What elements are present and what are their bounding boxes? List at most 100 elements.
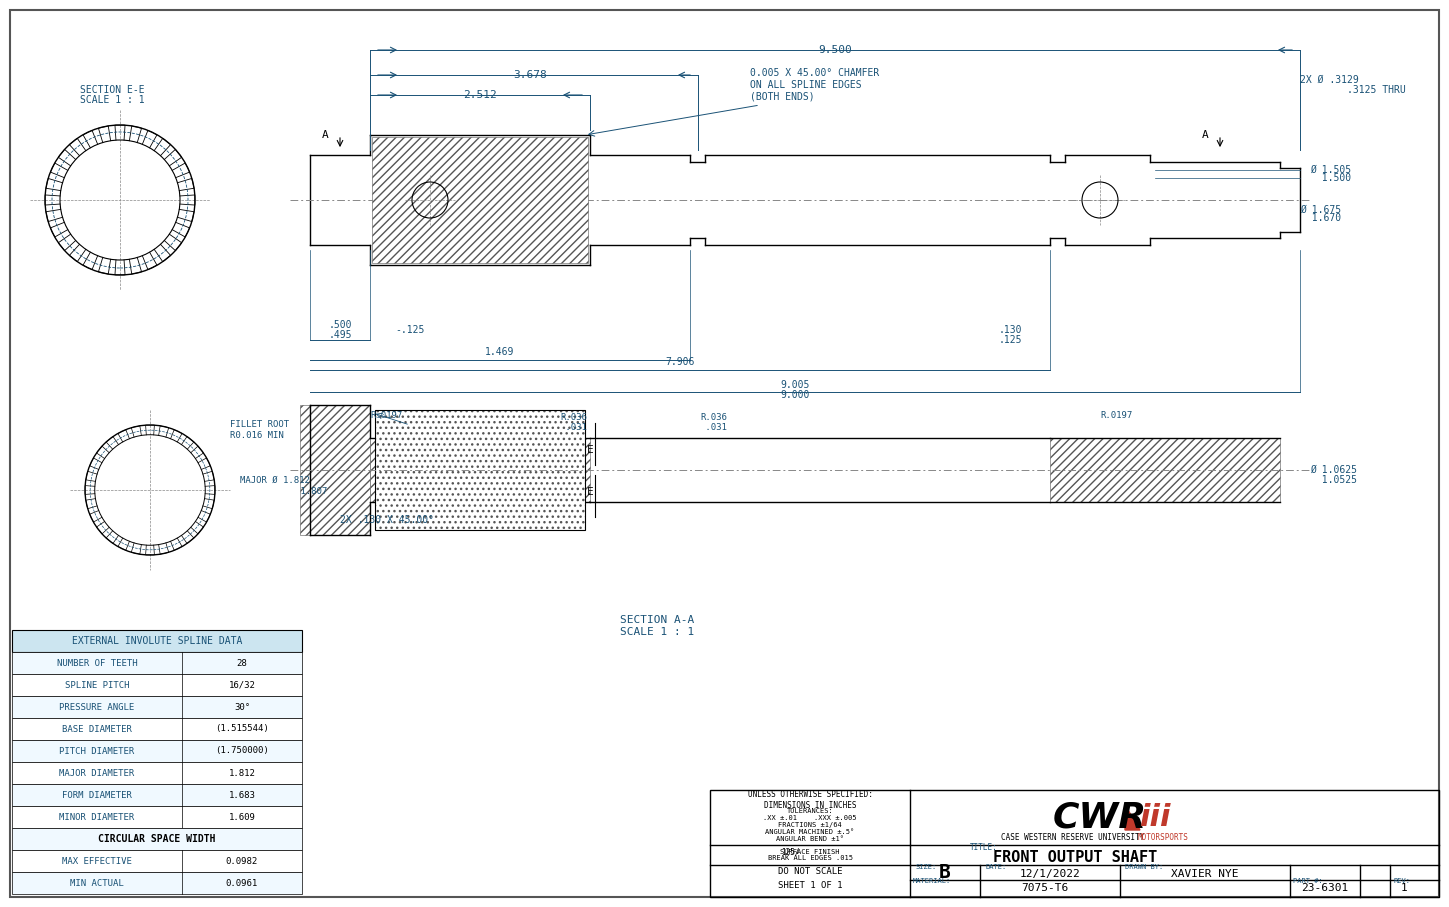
- Text: Ø 1.505: Ø 1.505: [1310, 165, 1350, 175]
- Text: PITCH DIAMETER: PITCH DIAMETER: [59, 746, 135, 756]
- Bar: [12, 674, 301, 696]
- Text: SCALE 1 : 1: SCALE 1 : 1: [80, 95, 145, 105]
- Text: 23-6301: 23-6301: [1301, 883, 1349, 893]
- Text: .495: .495: [329, 330, 352, 340]
- Bar: [12, 784, 301, 806]
- Text: 1.683: 1.683: [229, 791, 255, 799]
- Text: 28: 28: [236, 658, 248, 668]
- Text: MAX EFFECTIVE: MAX EFFECTIVE: [62, 856, 132, 865]
- Text: 9.005: 9.005: [781, 380, 810, 390]
- Bar: [12, 828, 301, 850]
- Text: MINOR DIAMETER: MINOR DIAMETER: [59, 813, 135, 822]
- Text: 1.609: 1.609: [229, 813, 255, 822]
- Text: Ø 1.0625: Ø 1.0625: [1310, 465, 1358, 475]
- Text: A: A: [322, 130, 329, 140]
- Text: 30°: 30°: [233, 703, 251, 711]
- Text: iii: iii: [1139, 803, 1171, 832]
- Text: MIN ACTUAL: MIN ACTUAL: [70, 879, 123, 888]
- Text: CWR: CWR: [1053, 800, 1148, 834]
- Text: A: A: [1201, 130, 1208, 140]
- Text: 2X Ø .3129: 2X Ø .3129: [1300, 75, 1359, 85]
- Text: UNLESS OTHERWISE SPECIFIED:
DIMENSIONS IN INCHES: UNLESS OTHERWISE SPECIFIED: DIMENSIONS I…: [748, 790, 872, 810]
- Text: 1.500: 1.500: [1310, 173, 1350, 183]
- Text: 9.000: 9.000: [781, 390, 810, 400]
- Text: DO NOT SCALE: DO NOT SCALE: [778, 867, 842, 876]
- Text: Ø 1.675: Ø 1.675: [1300, 205, 1342, 215]
- Text: 1.670: 1.670: [1300, 213, 1342, 223]
- Text: FORM DIAMETER: FORM DIAMETER: [62, 791, 132, 799]
- Text: MAJOR DIAMETER: MAJOR DIAMETER: [59, 768, 135, 777]
- Text: SIZE:: SIZE:: [914, 864, 936, 870]
- Bar: [12, 850, 301, 872]
- Text: MAJOR Ø 1.812: MAJOR Ø 1.812: [241, 475, 310, 484]
- Text: SCALE 1 : 1: SCALE 1 : 1: [620, 627, 694, 637]
- Bar: [12, 718, 301, 740]
- Bar: [12, 696, 301, 718]
- Text: 12/1/2022: 12/1/2022: [1020, 869, 1081, 879]
- Text: R.036: R.036: [700, 414, 727, 423]
- Text: (1.515544): (1.515544): [214, 725, 270, 734]
- Text: (1.750000): (1.750000): [214, 746, 270, 756]
- Text: MOTORSPORTS: MOTORSPORTS: [1137, 834, 1188, 843]
- Text: E: E: [587, 487, 594, 497]
- Text: .031: .031: [559, 424, 587, 433]
- Text: CIRCULAR SPACE WIDTH: CIRCULAR SPACE WIDTH: [99, 834, 216, 844]
- Text: MATERIAL:: MATERIAL:: [913, 878, 951, 884]
- Text: 7075-T6: 7075-T6: [1022, 883, 1068, 893]
- Text: 2X .130 X 45.00°: 2X .130 X 45.00°: [341, 515, 435, 525]
- Text: 1.0525: 1.0525: [1310, 475, 1358, 485]
- Bar: [12, 652, 301, 674]
- Text: PART #:: PART #:: [1293, 878, 1323, 884]
- Text: .125: .125: [998, 335, 1022, 345]
- Text: FILLET ROOT
R0.016 MIN: FILLET ROOT R0.016 MIN: [230, 420, 290, 440]
- Bar: [710, 790, 1439, 897]
- Text: CASE WESTERN RESERVE UNIVERSITY: CASE WESTERN RESERVE UNIVERSITY: [1001, 834, 1149, 843]
- Bar: [300, 405, 369, 535]
- Text: 1: 1: [1401, 883, 1407, 893]
- Text: XAVIER NYE: XAVIER NYE: [1171, 869, 1239, 879]
- Text: SPLINE PITCH: SPLINE PITCH: [65, 680, 129, 689]
- Text: .3125 THRU: .3125 THRU: [1300, 85, 1406, 95]
- Text: 0.0961: 0.0961: [226, 879, 258, 888]
- Bar: [12, 630, 301, 652]
- Text: 0.005 X 45.00° CHAMFER
ON ALL SPLINE EDGES
(BOTH ENDS): 0.005 X 45.00° CHAMFER ON ALL SPLINE EDG…: [751, 68, 880, 102]
- Text: 16/32: 16/32: [229, 680, 255, 689]
- Bar: [12, 762, 301, 784]
- Text: .500: .500: [329, 320, 352, 330]
- Text: R.036: R.036: [559, 414, 587, 423]
- Text: 125/: 125/: [781, 847, 800, 856]
- Text: SURFACE FINISH
BREAK ALL EDGES .015: SURFACE FINISH BREAK ALL EDGES .015: [768, 849, 852, 862]
- Text: 9.500: 9.500: [819, 45, 852, 55]
- Text: -.125: -.125: [396, 325, 425, 335]
- Text: 1.807: 1.807: [252, 487, 327, 496]
- Text: E: E: [587, 445, 594, 455]
- Text: PRESSURE ANGLE: PRESSURE ANGLE: [59, 703, 135, 711]
- Text: FRONT OUTPUT SHAFT: FRONT OUTPUT SHAFT: [993, 850, 1158, 864]
- Text: .031: .031: [700, 424, 727, 433]
- Text: 7.906: 7.906: [665, 357, 694, 367]
- Text: .130: .130: [998, 325, 1022, 335]
- Bar: [372, 137, 588, 263]
- Text: SHEET 1 OF 1: SHEET 1 OF 1: [778, 881, 842, 890]
- Bar: [369, 438, 590, 502]
- Bar: [12, 872, 301, 894]
- Text: NUMBER OF TEETH: NUMBER OF TEETH: [57, 658, 138, 668]
- Text: EXTERNAL INVOLUTE SPLINE DATA: EXTERNAL INVOLUTE SPLINE DATA: [72, 636, 242, 646]
- Bar: [375, 410, 585, 530]
- Text: DRAWN BY:: DRAWN BY:: [1124, 864, 1164, 870]
- Text: TITLE:: TITLE:: [969, 844, 998, 853]
- Text: 1.812: 1.812: [229, 768, 255, 777]
- Text: TOLERANCES:
.XX ±.01    .XXX ±.005
FRACTIONS ±1/64
ANGULAR MACHINED ±.5°
ANGULAR: TOLERANCES: .XX ±.01 .XXX ±.005 FRACTION…: [764, 808, 856, 842]
- Text: SECTION E-E: SECTION E-E: [80, 85, 145, 95]
- Polygon shape: [1124, 805, 1140, 830]
- Bar: [1051, 438, 1279, 502]
- Bar: [12, 806, 301, 828]
- Text: R.0197: R.0197: [1100, 411, 1132, 420]
- Text: DATE:: DATE:: [985, 864, 1006, 870]
- Bar: [12, 740, 301, 762]
- Text: 2.512: 2.512: [464, 90, 497, 100]
- Text: 3.678: 3.678: [513, 70, 546, 80]
- Text: BASE DIAMETER: BASE DIAMETER: [62, 725, 132, 734]
- Text: 0.0982: 0.0982: [226, 856, 258, 865]
- Text: REV:: REV:: [1392, 878, 1410, 884]
